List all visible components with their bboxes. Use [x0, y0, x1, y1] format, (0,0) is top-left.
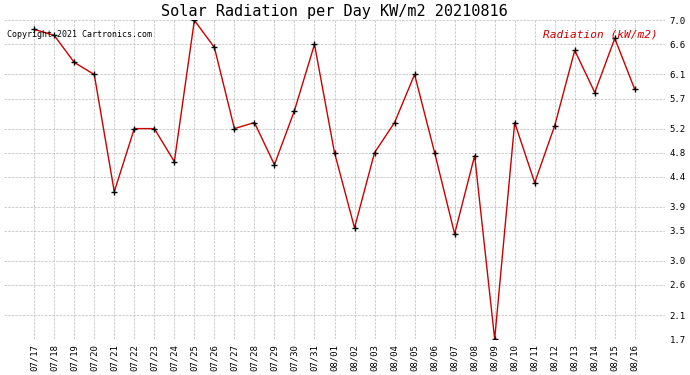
Text: Copyright 2021 Cartronics.com: Copyright 2021 Cartronics.com [8, 30, 152, 39]
Title: Solar Radiation per Day KW/m2 20210816: Solar Radiation per Day KW/m2 20210816 [161, 4, 508, 19]
Text: Radiation (kW/m2): Radiation (kW/m2) [544, 30, 658, 40]
